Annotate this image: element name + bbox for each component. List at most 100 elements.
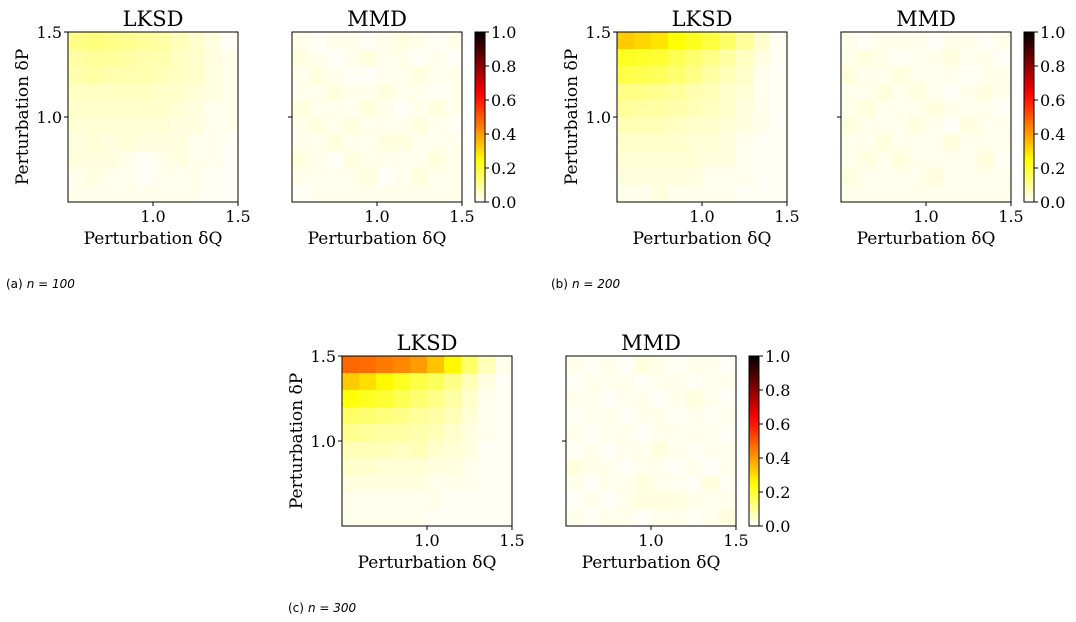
- heatmap-cell: [909, 49, 927, 67]
- heatmap-cell: [685, 373, 703, 391]
- colorbar-tick-label: 0.6: [1040, 91, 1065, 110]
- heatmap-cell: [875, 151, 893, 169]
- heatmap-cell: [841, 83, 859, 101]
- heatmap-cell: [136, 83, 154, 101]
- heatmap-cell: [343, 49, 361, 67]
- heatmap-cell: [977, 134, 995, 152]
- heatmap-cell: [187, 185, 205, 203]
- heatmap-cell: [461, 458, 479, 476]
- x-tick-label: 1.0: [414, 531, 439, 550]
- heatmap-cell: [977, 185, 995, 203]
- heatmap-cell: [309, 134, 327, 152]
- heatmap-cell: [153, 134, 171, 152]
- heatmap-cell: [360, 117, 378, 135]
- heatmap-cell: [685, 390, 703, 408]
- heatmap-cell: [360, 83, 378, 101]
- heatmap-cell: [668, 356, 686, 374]
- x-axis-label: Perturbation δQ: [84, 229, 223, 249]
- heatmap-cell: [85, 83, 103, 101]
- heatmap-cell: [410, 424, 428, 442]
- heatmap-cell: [376, 407, 394, 425]
- heatmap-cell: [292, 117, 310, 135]
- heatmap-cell: [376, 390, 394, 408]
- caption-n-value: n = 200: [572, 277, 621, 291]
- heatmap-cell: [617, 66, 635, 84]
- heatmap-cell: [583, 407, 601, 425]
- heatmap-cell: [634, 424, 652, 442]
- heatmap-cell: [685, 185, 703, 203]
- heatmap-cell: [668, 509, 686, 527]
- heatmap-cell: [427, 356, 445, 374]
- heatmap-cell: [495, 424, 513, 442]
- heatmap-cell: [153, 32, 171, 50]
- x-axis-label: Perturbation δQ: [358, 553, 497, 573]
- x-tick-label: 1.0: [913, 207, 938, 226]
- heatmap-cell: [651, 168, 669, 186]
- heatmap-cell: [444, 492, 462, 510]
- heatmap-cell: [461, 492, 479, 510]
- subfigure-caption: (c) n = 300: [288, 601, 357, 615]
- heatmap-cell: [428, 83, 446, 101]
- heatmap-cell: [343, 83, 361, 101]
- heatmap-cell: [753, 185, 771, 203]
- heatmap-cell: [68, 151, 86, 169]
- heatmap-cell: [770, 117, 788, 135]
- heatmap-cell: [892, 66, 910, 84]
- heatmap-cell: [977, 100, 995, 118]
- heatmap-cell: [478, 441, 496, 459]
- heatmap-cell: [428, 49, 446, 67]
- heatmap-cell: [617, 475, 635, 493]
- heatmap-cell: [892, 49, 910, 67]
- panel-title: LKSD: [123, 7, 184, 31]
- heatmap-cell: [445, 100, 463, 118]
- colorbar-tick-label: 0.2: [1040, 159, 1065, 178]
- heatmap-cell: [994, 185, 1012, 203]
- heatmap-cell: [994, 117, 1012, 135]
- heatmap-cell: [410, 475, 428, 493]
- heatmap-cell: [427, 492, 445, 510]
- heatmap-cell: [994, 100, 1012, 118]
- heatmap-cell: [393, 475, 411, 493]
- heatmap-cell: [444, 509, 462, 527]
- heatmap-cell: [926, 66, 944, 84]
- heatmap-cell: [685, 168, 703, 186]
- heatmap-cell: [478, 475, 496, 493]
- heatmap-cell: [153, 117, 171, 135]
- heatmap-cell: [326, 168, 344, 186]
- heatmap-cell: [119, 66, 137, 84]
- heatmap-cell: [292, 100, 310, 118]
- heatmap-cell: [617, 424, 635, 442]
- heatmap-cell: [428, 117, 446, 135]
- heatmap-cell: [668, 49, 686, 67]
- heatmap-cell: [909, 32, 927, 50]
- heatmap-cell: [377, 168, 395, 186]
- heatmap-cell: [427, 475, 445, 493]
- heatmap-cell: [221, 100, 239, 118]
- heatmap-cell: [394, 185, 412, 203]
- heatmap-cell: [393, 373, 411, 391]
- heatmap-cell: [943, 117, 961, 135]
- heatmap-cell: [410, 373, 428, 391]
- heatmap-cell: [85, 49, 103, 67]
- heatmap-cell: [377, 117, 395, 135]
- heatmap-cell: [495, 509, 513, 527]
- heatmap-cell: [634, 185, 652, 203]
- heatmap-cell: [85, 168, 103, 186]
- heatmap-cell: [617, 134, 635, 152]
- heatmap-cell: [102, 32, 120, 50]
- heatmap-cell: [753, 49, 771, 67]
- heatmap-cell: [119, 83, 137, 101]
- heatmap-cell: [977, 117, 995, 135]
- heatmap-cell: [668, 83, 686, 101]
- heatmap-cell: [651, 83, 669, 101]
- heatmap-cell: [719, 424, 737, 442]
- heatmap-cell: [702, 100, 720, 118]
- heatmap-cell: [583, 424, 601, 442]
- heatmap-cell: [909, 151, 927, 169]
- heatmap-cell: [187, 32, 205, 50]
- heatmap-cell: [841, 117, 859, 135]
- heatmap-cell: [360, 32, 378, 50]
- heatmap-cell: [702, 151, 720, 169]
